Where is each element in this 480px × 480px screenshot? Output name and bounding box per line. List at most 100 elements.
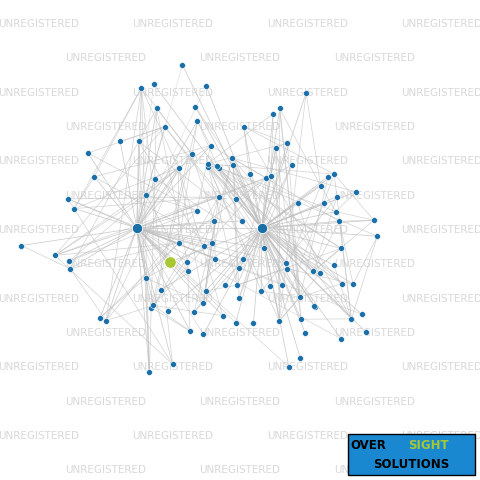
Point	[282, 259, 290, 267]
Text: UNREGISTERED: UNREGISTERED	[267, 225, 348, 235]
Point	[370, 216, 378, 224]
Text: UNREGISTERED: UNREGISTERED	[0, 362, 79, 372]
Point	[284, 139, 291, 147]
Point	[202, 287, 209, 295]
Text: UNREGISTERED: UNREGISTERED	[401, 431, 480, 441]
Text: UNREGISTERED: UNREGISTERED	[401, 294, 480, 304]
Point	[373, 232, 381, 240]
Text: UNREGISTERED: UNREGISTERED	[200, 259, 280, 269]
Point	[138, 84, 145, 92]
Text: UNREGISTERED: UNREGISTERED	[0, 88, 79, 97]
Point	[272, 144, 280, 152]
Point	[204, 163, 212, 170]
Point	[232, 319, 240, 326]
Point	[135, 138, 143, 145]
Point	[96, 314, 104, 322]
Point	[203, 83, 210, 90]
Point	[269, 110, 277, 118]
Point	[311, 303, 319, 311]
Text: SIGHT: SIGHT	[408, 439, 448, 452]
Text: UNREGISTERED: UNREGISTERED	[267, 431, 348, 441]
Text: UNREGISTERED: UNREGISTERED	[267, 156, 348, 167]
Point	[193, 117, 201, 125]
Text: UNREGISTERED: UNREGISTERED	[65, 328, 146, 338]
Point	[90, 173, 98, 180]
Point	[151, 175, 159, 182]
Point	[200, 242, 207, 250]
Point	[211, 217, 218, 225]
Point	[301, 329, 309, 336]
Point	[84, 149, 92, 157]
Point	[349, 280, 357, 288]
Point	[157, 286, 165, 294]
Point	[338, 280, 346, 288]
Point	[219, 312, 227, 320]
Text: UNREGISTERED: UNREGISTERED	[200, 122, 280, 132]
Text: UNREGISTERED: UNREGISTERED	[401, 88, 480, 97]
Text: UNREGISTERED: UNREGISTERED	[200, 466, 280, 475]
Text: UNREGISTERED: UNREGISTERED	[0, 225, 79, 235]
Point	[183, 258, 191, 265]
Text: UNREGISTERED: UNREGISTERED	[0, 431, 79, 441]
Point	[133, 224, 141, 232]
Point	[330, 170, 338, 178]
Point	[358, 311, 366, 318]
Point	[352, 188, 360, 196]
Point	[288, 161, 296, 169]
Point	[228, 154, 236, 162]
Point	[298, 315, 305, 323]
Text: UNREGISTERED: UNREGISTERED	[65, 259, 146, 269]
Text: UNREGISTERED: UNREGISTERED	[200, 397, 280, 407]
Point	[320, 200, 328, 207]
Point	[150, 301, 157, 309]
Point	[142, 274, 149, 282]
Text: UNREGISTERED: UNREGISTERED	[401, 225, 480, 235]
Text: UNREGISTERED: UNREGISTERED	[334, 466, 415, 475]
Text: UNREGISTERED: UNREGISTERED	[267, 19, 348, 29]
Point	[142, 191, 150, 199]
Point	[257, 287, 265, 295]
Text: UNREGISTERED: UNREGISTERED	[401, 19, 480, 29]
Point	[17, 242, 25, 250]
Point	[337, 335, 345, 343]
Point	[246, 170, 253, 178]
Point	[235, 294, 243, 302]
Text: UNREGISTERED: UNREGISTERED	[334, 397, 415, 407]
Point	[186, 327, 194, 335]
Text: UNREGISTERED: UNREGISTERED	[334, 191, 415, 201]
Point	[150, 80, 157, 88]
Point	[64, 195, 72, 203]
Point	[285, 363, 293, 371]
Point	[266, 283, 274, 290]
Text: OVER: OVER	[350, 439, 386, 452]
Point	[229, 161, 237, 169]
Text: UNREGISTERED: UNREGISTERED	[65, 53, 146, 63]
Point	[71, 205, 78, 213]
Text: UNREGISTERED: UNREGISTERED	[0, 19, 79, 29]
Point	[232, 195, 240, 203]
Text: UNREGISTERED: UNREGISTERED	[334, 328, 415, 338]
Point	[192, 103, 199, 110]
FancyBboxPatch shape	[348, 434, 475, 475]
Point	[188, 150, 195, 157]
Point	[310, 267, 317, 275]
Point	[324, 173, 332, 180]
Text: UNREGISTERED: UNREGISTERED	[132, 362, 213, 372]
Text: UNREGISTERED: UNREGISTERED	[200, 191, 280, 201]
Text: UNREGISTERED: UNREGISTERED	[65, 466, 146, 475]
Point	[200, 330, 207, 338]
Point	[215, 164, 223, 171]
Text: UNREGISTERED: UNREGISTERED	[334, 259, 415, 269]
Point	[362, 329, 370, 336]
Point	[235, 264, 243, 272]
Point	[311, 302, 318, 310]
Point	[161, 123, 168, 131]
Text: UNREGISTERED: UNREGISTERED	[200, 53, 280, 63]
Point	[179, 61, 186, 69]
Point	[167, 258, 174, 265]
Text: UNREGISTERED: UNREGISTERED	[334, 53, 415, 63]
Point	[204, 160, 212, 168]
Point	[211, 255, 219, 263]
Point	[348, 315, 355, 323]
Point	[250, 320, 257, 327]
